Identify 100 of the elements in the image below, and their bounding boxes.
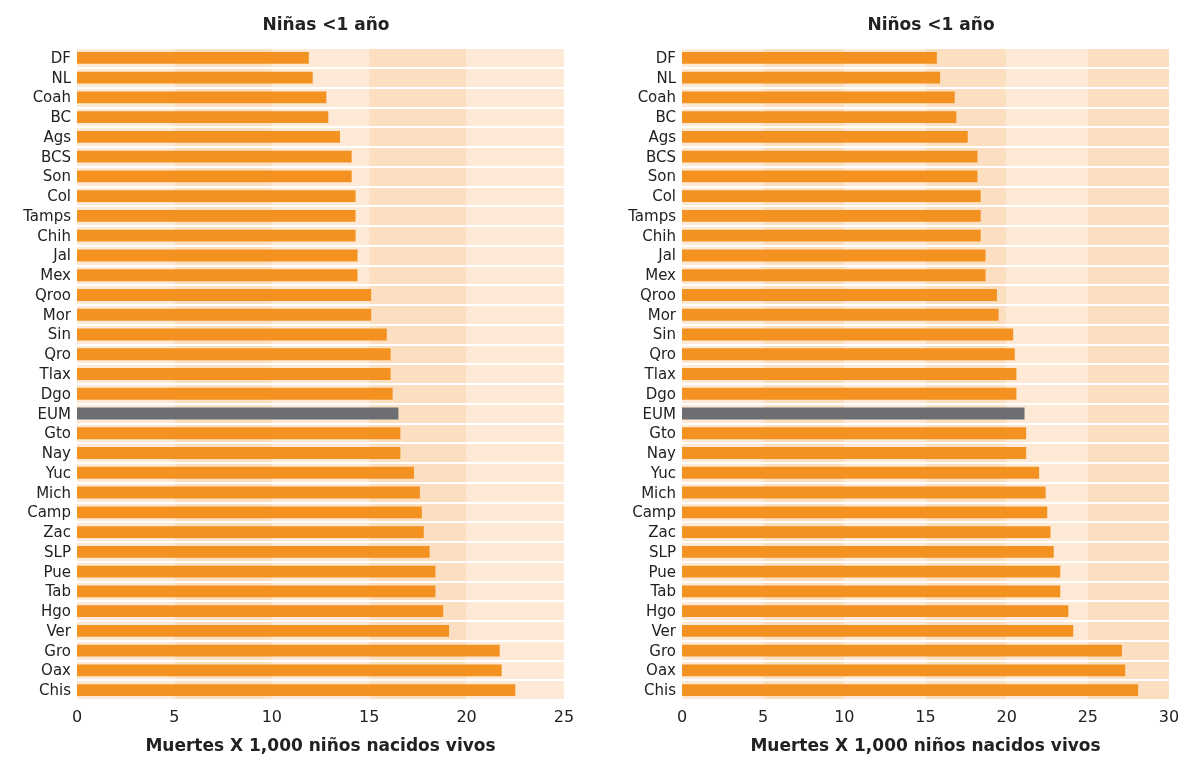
- bar: [682, 348, 1015, 361]
- y-tick-label: Gro: [649, 641, 676, 660]
- bar: [682, 210, 981, 222]
- x-tick-label: 0: [676, 706, 688, 726]
- y-tick-label: Gro: [44, 641, 71, 660]
- bar: [77, 51, 309, 64]
- bar: [682, 170, 978, 183]
- bar: [682, 605, 1069, 618]
- y-tick-label: Jal: [657, 246, 676, 265]
- y-tick-label: Mex: [40, 266, 72, 285]
- y-tick-label: Camp: [27, 503, 71, 522]
- bar: [77, 210, 356, 222]
- bar: [77, 466, 414, 479]
- x-tick-label: 5: [758, 706, 769, 726]
- bar: [77, 170, 352, 183]
- bar: [682, 91, 955, 104]
- bar: [77, 565, 436, 578]
- bar: [77, 269, 358, 282]
- bar: [682, 664, 1126, 677]
- bar: [682, 130, 968, 143]
- y-tick-label: Camp: [632, 503, 676, 522]
- bar: [77, 624, 450, 637]
- y-tick-label: Zac: [648, 523, 676, 542]
- bar: [77, 111, 329, 124]
- y-tick-label: Sin: [652, 325, 676, 344]
- y-tick-label: Tab: [649, 582, 676, 601]
- y-tick-label: Chih: [642, 226, 676, 245]
- bar: [77, 486, 420, 499]
- y-tick-label: Yuc: [44, 463, 71, 482]
- bar: [682, 407, 1025, 420]
- bar: [682, 526, 1051, 538]
- y-tick-label: Sin: [47, 325, 71, 344]
- bar: [77, 91, 327, 104]
- bar: [77, 526, 424, 538]
- bar: [682, 51, 937, 64]
- y-tick-label: Ver: [651, 621, 677, 640]
- y-tick-label: Dgo: [40, 384, 71, 403]
- y-tick-label: Ags: [648, 127, 677, 146]
- bar: [77, 289, 372, 301]
- y-tick-label: EUM: [642, 404, 676, 423]
- x-tick-label: 15: [359, 706, 380, 726]
- y-tick-label: Oax: [646, 661, 677, 680]
- y-tick-label: Tamps: [22, 206, 72, 225]
- bar: [682, 506, 1048, 519]
- bar: [682, 368, 1017, 380]
- x-axis-title: Muertes X 1,000 niños nacidos vivos: [750, 734, 1101, 755]
- bar: [682, 684, 1139, 697]
- y-tick-label: BC: [50, 108, 71, 127]
- bar: [77, 585, 436, 598]
- bar: [77, 130, 340, 143]
- x-tick-label: 10: [261, 706, 282, 726]
- y-tick-label: SLP: [44, 542, 71, 561]
- y-tick-label: Pue: [648, 562, 676, 581]
- y-tick-label: BCS: [645, 147, 676, 166]
- bar: [682, 486, 1046, 499]
- bar: [682, 545, 1054, 558]
- bar: [682, 190, 981, 203]
- y-tick-label: NL: [51, 68, 72, 87]
- y-tick-label: Qro: [649, 345, 676, 364]
- y-tick-label: Mor: [42, 305, 72, 324]
- bar: [77, 71, 313, 84]
- chart-title: Niñas <1 año: [262, 13, 390, 34]
- bar: [682, 308, 999, 321]
- x-tick-label: 0: [71, 706, 83, 726]
- y-tick-label: Mich: [36, 483, 71, 502]
- x-tick-label: 25: [1077, 706, 1099, 726]
- bar: [682, 328, 1014, 341]
- y-tick-label: Col: [652, 187, 676, 206]
- x-tick-label: 20: [996, 706, 1017, 726]
- y-tick-label: Mich: [641, 483, 676, 502]
- y-tick-label: Zac: [43, 523, 71, 542]
- bar: [77, 447, 401, 459]
- y-tick-label: Qro: [44, 345, 71, 364]
- y-tick-label: Mex: [645, 266, 677, 285]
- y-tick-label: Hgo: [41, 602, 71, 621]
- y-tick-label: Dgo: [645, 384, 676, 403]
- bar: [77, 506, 422, 519]
- y-tick-label: Son: [647, 167, 676, 186]
- bar: [77, 308, 372, 321]
- bar: [77, 644, 500, 657]
- y-tick-label: Jal: [52, 246, 71, 265]
- y-tick-label: SLP: [649, 542, 676, 561]
- y-tick-label: Ver: [46, 621, 72, 640]
- y-tick-label: Coah: [32, 88, 71, 107]
- bar: [682, 111, 957, 124]
- bar: [77, 348, 391, 361]
- y-tick-label: Mor: [647, 305, 677, 324]
- y-tick-label: NL: [656, 68, 677, 87]
- y-tick-label: Pue: [43, 562, 71, 581]
- x-tick-label: 10: [834, 706, 855, 726]
- y-tick-label: Son: [42, 167, 71, 186]
- bar: [77, 368, 391, 380]
- x-tick-label: 5: [169, 706, 180, 726]
- y-tick-label: Qroo: [640, 285, 676, 304]
- bar: [682, 71, 941, 84]
- y-tick-label: EUM: [37, 404, 71, 423]
- bar: [77, 229, 356, 242]
- x-tick-label: 25: [553, 706, 575, 726]
- bar: [77, 545, 430, 558]
- bar: [77, 387, 393, 400]
